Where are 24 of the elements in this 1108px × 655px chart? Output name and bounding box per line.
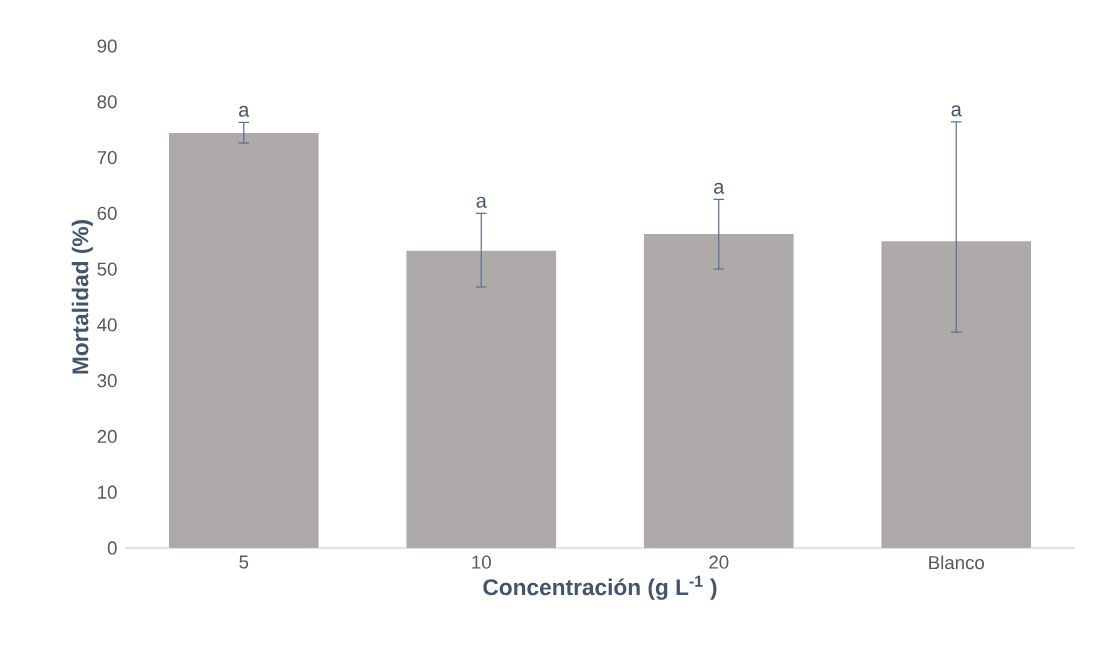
y-axis-title: Mortalidad (%) xyxy=(71,220,93,374)
y-tick-label: 30 xyxy=(97,374,117,388)
x-axis-title: Concentración (g L$^{-1}$ ) xyxy=(483,575,717,600)
bar xyxy=(168,133,319,548)
x-tick-label: 5 xyxy=(239,555,249,569)
annotation: a xyxy=(714,182,725,194)
annotation: a xyxy=(239,105,250,117)
x-tick-label: 10 xyxy=(472,555,491,569)
y-tick-label: 80 xyxy=(97,95,117,109)
bar xyxy=(406,250,557,548)
bar xyxy=(643,233,794,548)
x-tick-label: 20 xyxy=(709,555,729,569)
y-tick-label: 70 xyxy=(97,150,117,165)
y-tick-label: 10 xyxy=(98,485,117,499)
annotation: a xyxy=(951,105,962,117)
y-tick-label: 60 xyxy=(97,206,117,220)
x-tick-label: Blanco xyxy=(929,555,984,570)
y-tick-label: 0 xyxy=(107,541,117,555)
y-tick-label: 50 xyxy=(97,262,117,276)
bar xyxy=(881,241,1032,548)
y-tick-label: 40 xyxy=(97,318,117,332)
annotation: a xyxy=(476,196,487,208)
y-tick-label: 90 xyxy=(97,39,117,53)
y-tick-label: 20 xyxy=(97,429,117,444)
